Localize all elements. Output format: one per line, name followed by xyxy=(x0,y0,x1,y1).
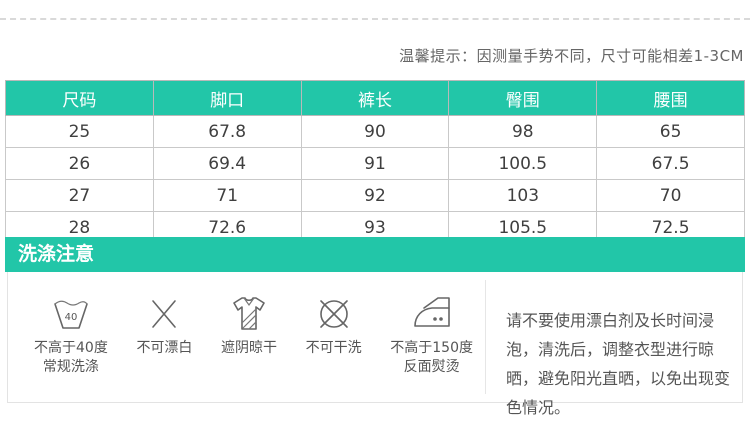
table-cell: 67.5 xyxy=(596,147,745,180)
icons-note-divider xyxy=(485,280,486,394)
table-cell: 98 xyxy=(448,115,598,148)
iron-150-icon xyxy=(413,297,450,327)
table-cell: 26 xyxy=(5,147,154,180)
table-row: 26 69.4 91 100.5 67.5 xyxy=(5,147,745,180)
table-cell: 67.8 xyxy=(152,115,302,148)
table-cell: 92 xyxy=(300,179,450,212)
table-row: 27 71 92 103 70 xyxy=(5,179,745,212)
care-item-label: 不可干洗 xyxy=(305,340,362,356)
shade-dry-shirt-icon xyxy=(233,297,265,330)
care-item-no-bleach: 不可漂白 xyxy=(136,294,192,402)
top-dashed-divider xyxy=(0,18,750,20)
table-row: 25 67.8 90 98 65 xyxy=(5,115,745,148)
measure-tip-text: 温馨提示：因测量手势不同，尺寸可能相差1-3CM xyxy=(399,47,744,65)
table-cell: 65 xyxy=(596,115,745,148)
table-cell: 70 xyxy=(596,179,745,212)
size-table-header-cell: 腰围 xyxy=(596,80,745,116)
care-instructions-box: 40 不高于40度 常规洗涤 不可漂白 遮阴晾干 xyxy=(7,272,743,417)
care-item-label: 不高于150度 xyxy=(390,340,473,356)
care-item-label: 不高于40度 xyxy=(34,340,108,356)
care-item-label: 不可漂白 xyxy=(136,340,193,356)
care-item-iron-150: 不高于150度 反面熨烫 xyxy=(390,294,473,402)
wash-temp-value: 40 xyxy=(65,312,78,323)
size-table-header-cell: 尺码 xyxy=(5,80,154,116)
table-cell: 27 xyxy=(5,179,154,212)
care-item-no-dry-clean: 不可干洗 xyxy=(306,294,362,402)
table-cell: 90 xyxy=(300,115,450,148)
care-note-text: 请不要使用漂白剂及长时间浸泡，清洗后，调整衣型进行晾晒，避免阳光直晒，以免出现变… xyxy=(506,311,731,417)
care-icons-row: 40 不高于40度 常规洗涤 不可漂白 遮阴晾干 xyxy=(8,272,485,402)
care-item-label: 常规洗涤 xyxy=(42,359,99,375)
no-bleach-icon xyxy=(152,300,177,328)
wash-notice-title-bar: 洗涤注意 xyxy=(5,237,745,272)
table-cell: 100.5 xyxy=(448,147,598,180)
size-table-header-cell: 裤长 xyxy=(300,80,450,116)
table-cell: 25 xyxy=(5,115,154,148)
care-item-label: 遮阴晾干 xyxy=(221,340,278,356)
table-cell: 71 xyxy=(152,179,302,212)
size-table-header-row: 尺码 脚口 裤长 臀围 腰围 xyxy=(5,80,745,116)
care-item-wash-40: 40 不高于40度 常规洗涤 xyxy=(34,294,108,402)
table-cell: 69.4 xyxy=(152,147,302,180)
table-cell: 91 xyxy=(300,147,450,180)
wash-basin-40-icon: 40 xyxy=(54,300,88,329)
no-dry-clean-icon xyxy=(319,300,348,328)
care-item-shade-dry: 遮阴晾干 xyxy=(221,294,277,402)
size-table-header-cell: 臀围 xyxy=(448,80,598,116)
table-cell: 103 xyxy=(448,179,598,212)
care-item-label: 反面熨烫 xyxy=(403,359,460,375)
size-table: 尺码 脚口 裤长 臀围 腰围 25 67.8 90 98 65 26 69.4 … xyxy=(5,80,745,245)
size-table-header-cell: 脚口 xyxy=(152,80,302,116)
